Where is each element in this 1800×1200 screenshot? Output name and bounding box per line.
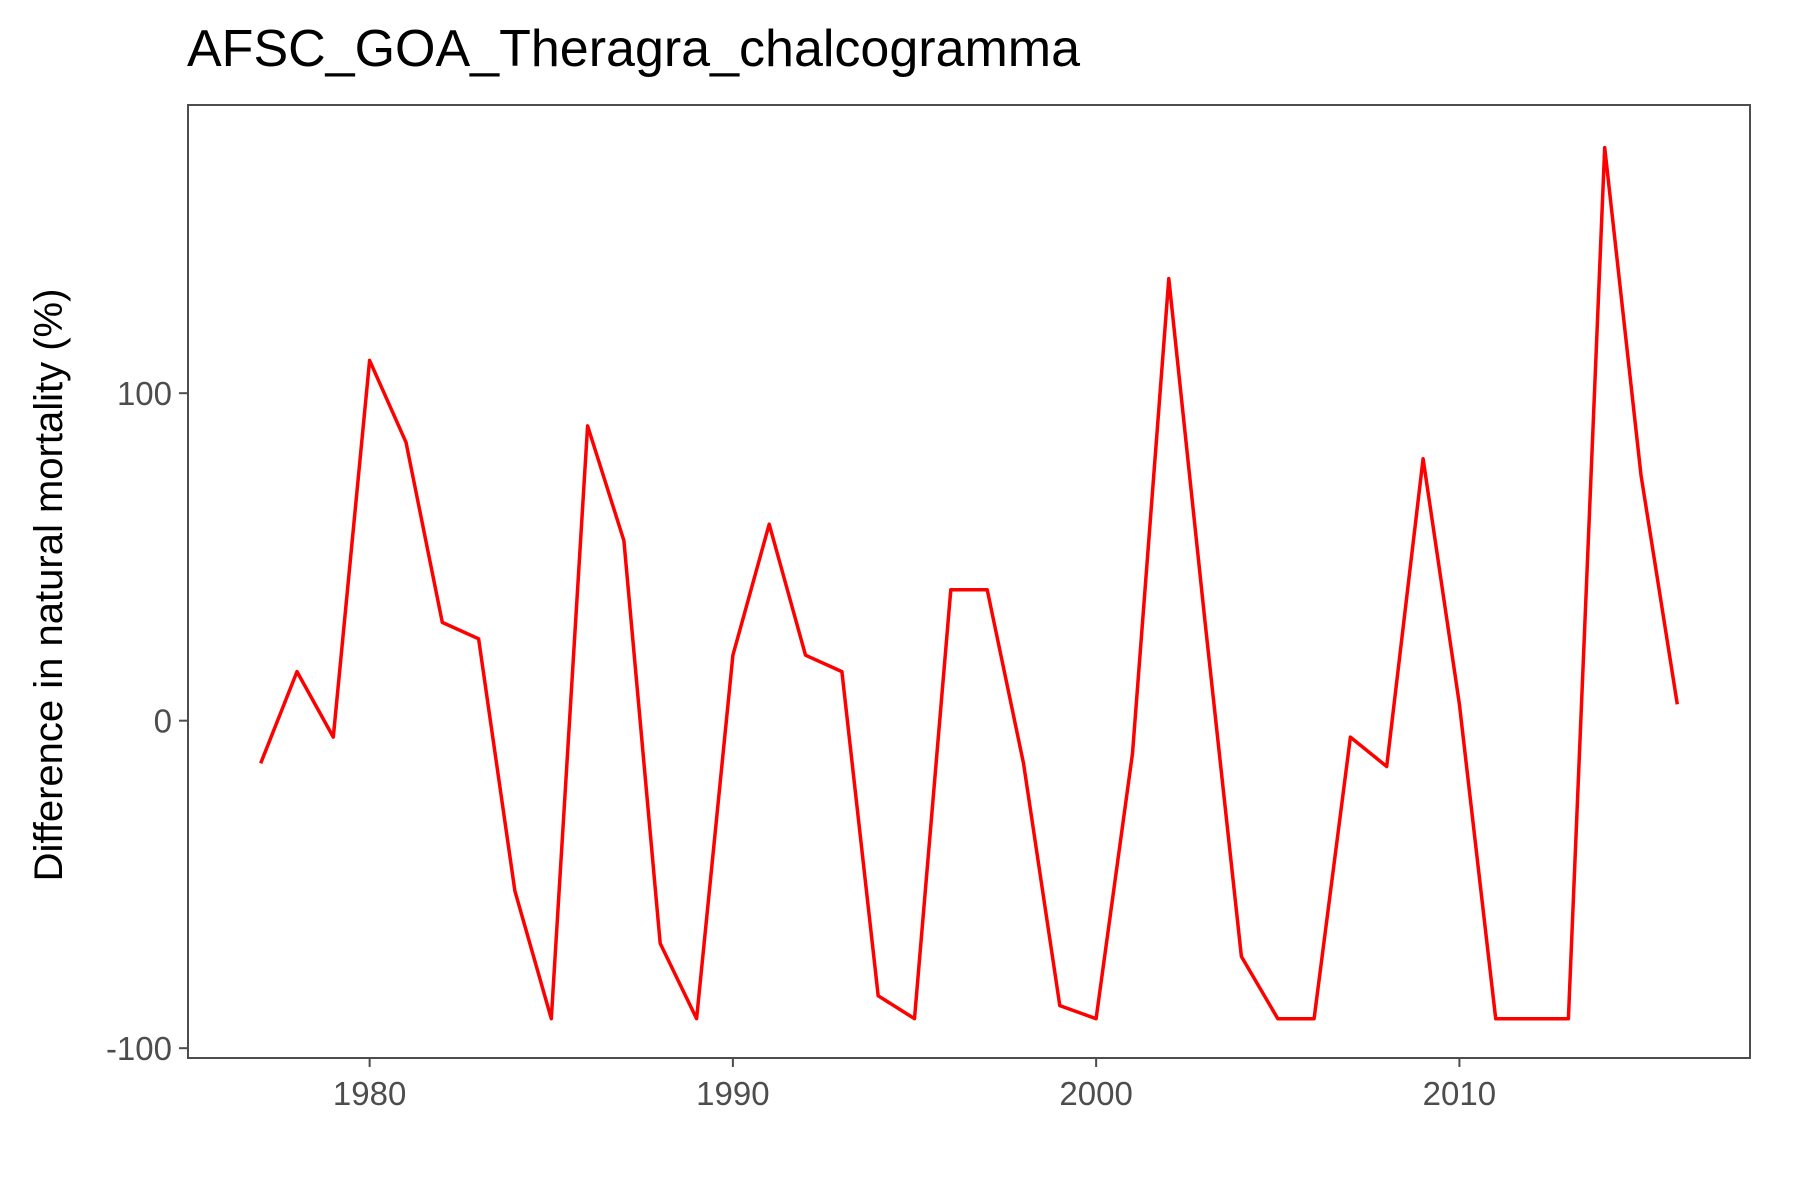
plot-panel [187,104,1751,1059]
y-tick-label: -100 [106,1030,172,1067]
axis-ticks: 1980 1990 2000 2010 -100 0 100 [106,375,1496,1112]
y-axis-label: Difference in natural mortality (%) [27,289,71,882]
chart-title: AFSC_GOA_Theragra_chalcogramma [187,20,1080,78]
x-tick-label: 2010 [1423,1075,1496,1112]
x-tick-label: 2000 [1059,1075,1132,1112]
series-line [259,145,1680,1021]
x-tick-label: 1980 [333,1075,406,1112]
x-tick-label: 1990 [696,1075,769,1112]
y-tick-label: 100 [117,375,172,412]
y-tick-label: 0 [154,703,172,740]
